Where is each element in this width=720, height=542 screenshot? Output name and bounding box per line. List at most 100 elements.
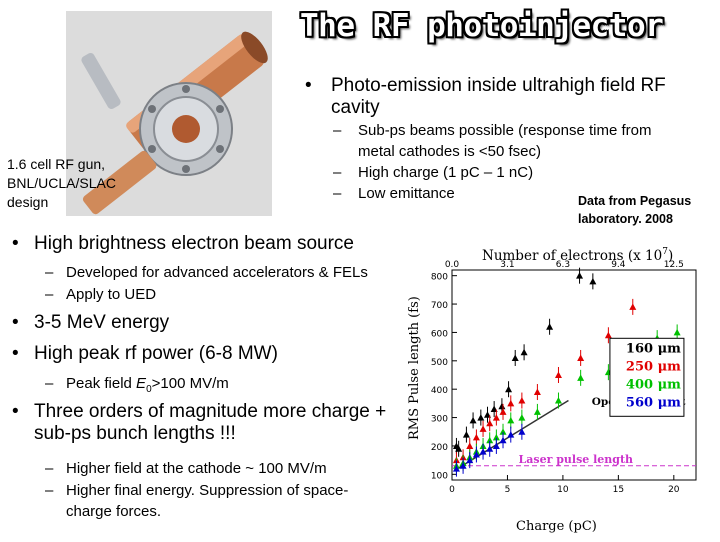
bullet-marker: • (12, 312, 19, 333)
y-tick-label: 200 (431, 443, 448, 453)
data-point (499, 408, 507, 415)
data-point (486, 436, 494, 444)
x-axis-label: Charge (pC) (516, 519, 597, 534)
data-point (452, 465, 460, 472)
page-title: The RF photoinjector (300, 8, 664, 44)
data-point (629, 303, 637, 310)
y-tick-label: 700 (431, 301, 448, 311)
legend-entry: 560 μm (626, 395, 681, 410)
dash-marker: – (333, 185, 342, 202)
y-tick-label: 800 (431, 273, 448, 283)
x-tick-label: 5 (505, 485, 511, 495)
sub-bullet: Apply to UED (66, 286, 157, 303)
data-point (546, 323, 554, 330)
top-axis-label: Number of electrons (x 107) (482, 247, 673, 264)
data-point (479, 425, 487, 432)
dash-marker: – (45, 286, 54, 303)
y-axis-label: RMS Pulse length (fs) (407, 296, 422, 440)
pulse-length-chart: Number of electrons (x 107) RMS Pulse le… (396, 230, 716, 537)
data-point (507, 431, 515, 438)
data-point (577, 374, 585, 381)
data-point (507, 399, 515, 407)
x-tick-label: 15 (613, 485, 624, 495)
sub-bullet-peak-field: Peak field E0>100 MV/m (66, 373, 366, 400)
data-point (479, 448, 487, 455)
data-point (466, 456, 474, 464)
bullet-text: High brightness electron beam source (34, 233, 355, 254)
chart-svg: Number of electrons (x 107) RMS Pulse le… (396, 230, 716, 537)
data-point (472, 433, 480, 441)
data-point (518, 414, 526, 421)
top-tick-label: 6.3 (556, 260, 570, 270)
photo-caption: 1.6 cell RF gun, BNL/UCLA/SLAC design (7, 156, 116, 210)
data-point (511, 354, 519, 361)
data-point (492, 442, 500, 449)
sub-bullet: Higher field at the cathode ~ 100 MV/m (66, 460, 327, 477)
data-point (486, 445, 494, 452)
top-tick-label: 0.0 (445, 260, 460, 270)
data-point (469, 416, 477, 424)
data-point (577, 354, 585, 361)
bullet-text: High peak rf power (6-8 MW) (34, 343, 278, 364)
y-tick-label: 500 (431, 358, 448, 368)
rf-gun-photo (66, 11, 272, 216)
dash-marker: – (45, 460, 54, 477)
bullet-marker: • (12, 343, 19, 364)
top-sub-bullet: Low emittance (358, 185, 455, 202)
laser-pulse-label: Laser pulse length (519, 453, 634, 466)
data-point (477, 414, 485, 421)
bullet-marker: • (12, 233, 19, 254)
legend-box (609, 337, 685, 417)
y-tick-label: 400 (431, 386, 448, 396)
data-point (499, 428, 507, 435)
data-point (576, 272, 584, 279)
data-point (492, 433, 500, 441)
bullet-text: Three orders of magnitude more charge + … (34, 401, 387, 444)
bullet-text: 3-5 MeV energy (34, 312, 170, 333)
data-source-note: Data from Pegasus laboratory. 2008 (578, 194, 692, 226)
data-point (492, 414, 500, 421)
data-point (498, 402, 506, 410)
dash-marker: – (45, 482, 54, 499)
peak-field-symbol: E (136, 375, 147, 392)
dash-marker: – (45, 264, 54, 281)
data-point (533, 388, 541, 396)
data-point (518, 397, 526, 404)
top-sub-bullet: Sub-ps beams possible (response time fro… (358, 122, 652, 160)
data-point (554, 397, 562, 404)
sub-bullet: Higher final energy. Suppression of spac… (66, 482, 349, 520)
y-tick-label: 100 (431, 471, 448, 481)
data-point (472, 450, 480, 458)
data-point (462, 431, 470, 438)
data-point (520, 348, 528, 356)
peak-field-subscript: 0 (146, 384, 152, 395)
y-tick-label: 600 (431, 329, 448, 339)
data-point (455, 445, 463, 452)
top-sub-bullet: High charge (1 pC – 1 nC) (358, 164, 534, 181)
data-point (459, 462, 467, 469)
y-tick-label: 300 (431, 415, 448, 425)
x-tick-label: 20 (668, 485, 680, 495)
x-tick-label: 0 (449, 485, 455, 495)
data-point (507, 416, 515, 424)
data-point (466, 442, 474, 449)
dash-marker: – (333, 122, 342, 139)
data-point (673, 328, 681, 336)
dash-marker: – (45, 375, 54, 392)
x-tick-label: 10 (557, 485, 569, 495)
top-tick-label: 3.1 (500, 260, 514, 270)
data-point (604, 331, 612, 339)
data-point (505, 385, 513, 393)
top-bullet-text: Photo-emission inside ultrahigh field RF… (331, 75, 666, 118)
rf-gun-illustration (66, 11, 272, 216)
bullet-marker: • (305, 75, 312, 96)
legend-entry: 400 μm (626, 377, 681, 392)
data-point (486, 419, 494, 427)
data-point (554, 371, 562, 378)
data-point (499, 436, 507, 444)
top-tick-label: 9.4 (611, 260, 626, 270)
legend-entry: 250 μm (626, 359, 681, 374)
peak-field-text: Peak field (66, 375, 137, 392)
sub-bullet: Developed for advanced accelerators & FE… (66, 264, 368, 281)
top-tick-label: 12.5 (664, 260, 684, 270)
